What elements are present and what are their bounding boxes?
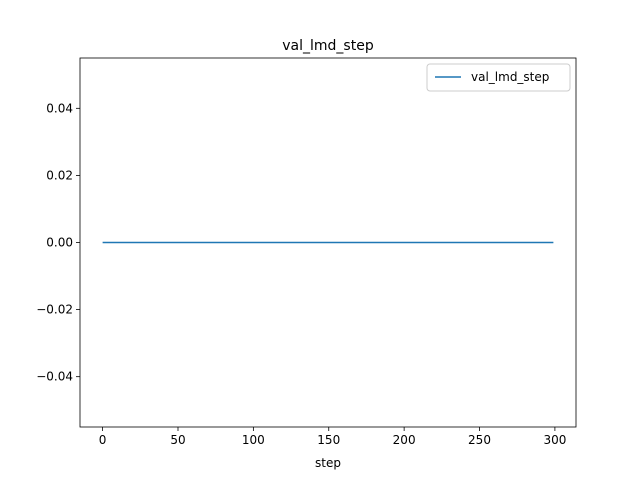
y-tick-label: 0.04 [46, 101, 73, 115]
y-tick-label: −0.04 [36, 370, 73, 384]
x-tick-label: 300 [543, 433, 566, 447]
y-tick-label: 0.02 [46, 168, 73, 182]
legend-label: val_lmd_step [471, 70, 549, 84]
axes-layer: 0 50 100 150 200 250 300 0.04 0.02 0.00 −0.02 −0.04 [36, 57, 577, 447]
chart-title: val_lmd_step [282, 38, 374, 54]
x-tick-label: 150 [317, 433, 340, 447]
legend-box [426, 63, 571, 92]
y-tick-label: −0.02 [36, 303, 73, 317]
x-tick-label: 250 [468, 433, 491, 447]
x-tick-label: 0 [99, 433, 107, 447]
y-tick-label: 0.00 [46, 236, 73, 250]
x-axis-label: step [315, 456, 341, 470]
x-tick-label: 200 [393, 433, 416, 447]
legend: val_lmd_step [426, 63, 571, 92]
x-tick-label: 100 [242, 433, 265, 447]
x-tick-label: 50 [170, 433, 185, 447]
